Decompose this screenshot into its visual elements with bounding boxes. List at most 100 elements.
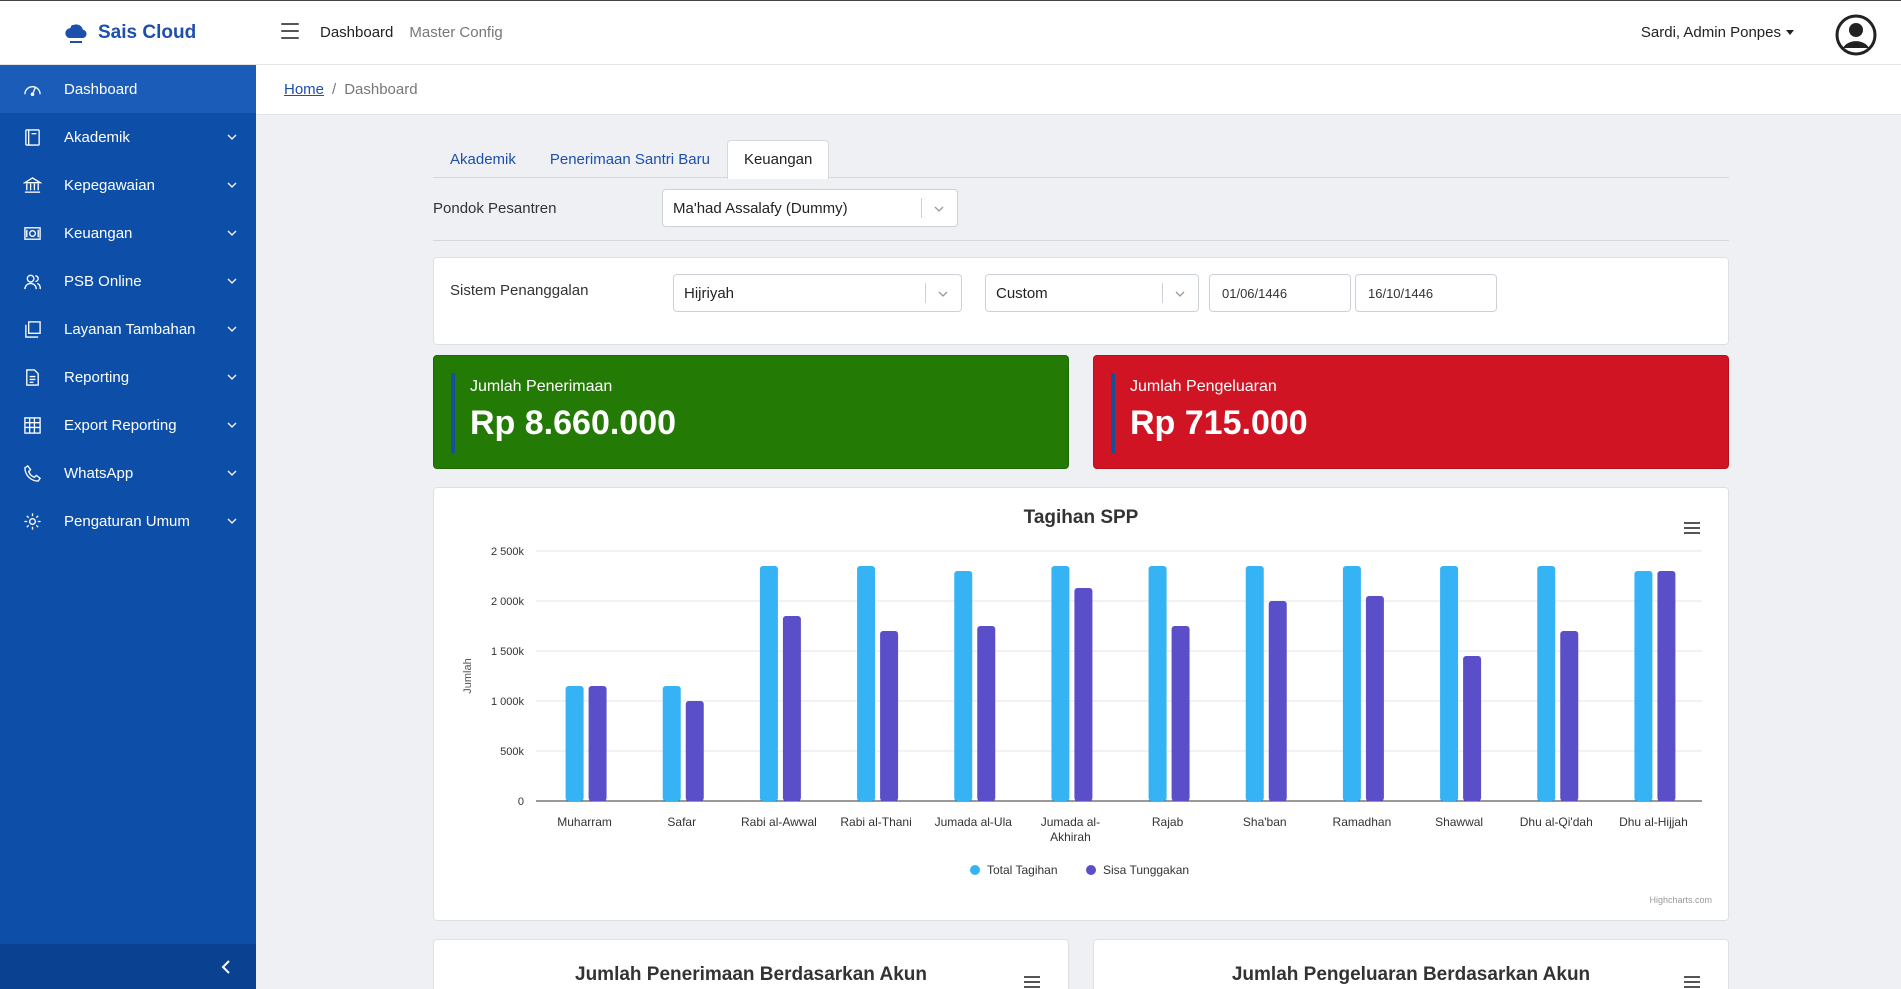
sidebar-item-akademik[interactable]: Akademik <box>0 113 256 161</box>
sidebar-item-keuangan[interactable]: Keuangan <box>0 209 256 257</box>
chart-menu-icon[interactable] <box>1684 976 1700 988</box>
chart-credits: Highcharts.com <box>1649 895 1712 905</box>
date-to-input[interactable]: 16/10/1446 <box>1355 274 1497 312</box>
bar-total-tagihan <box>662 686 681 801</box>
date-range-value: Custom <box>996 284 1048 302</box>
bar-sisa-tunggakan <box>1268 601 1287 801</box>
breadcrumb-home-link[interactable]: Home <box>284 81 325 98</box>
sidebar-item-dashboard[interactable]: Dashboard <box>0 65 256 113</box>
breadcrumb-separator: / <box>332 81 337 98</box>
chart-menu-icon[interactable] <box>1024 976 1040 988</box>
bar-sisa-tunggakan <box>685 701 704 801</box>
date-from-input[interactable]: 01/06/1446 <box>1209 274 1351 312</box>
sidebar-item-pengaturan-umum[interactable]: Pengaturan Umum <box>0 497 256 545</box>
stat-accent-bar <box>451 373 455 453</box>
x-tick-label: Rabi al-Awwal <box>741 815 817 829</box>
date-range-select[interactable]: Custom <box>985 274 1199 312</box>
bar-sisa-tunggakan <box>977 626 996 801</box>
user-name: Sardi, Admin Ponpes <box>1640 24 1781 41</box>
y-axis-title: Jumlah <box>462 658 474 693</box>
x-tick-label: Jumada al-Ula <box>935 815 1013 829</box>
tab-akademik[interactable]: Akademik <box>450 151 516 168</box>
sidebar-item-psb-online[interactable]: PSB Online <box>0 257 256 305</box>
chevron-down-icon <box>227 134 237 140</box>
dashboard-tabs: Akademik Penerimaan Santri Baru Keuangan <box>433 140 1729 179</box>
top-bar: Sais Cloud Dashboard Master Config Sardi… <box>0 0 1901 65</box>
legend-item: Sisa Tunggakan <box>1103 863 1189 877</box>
caret-down-icon <box>1786 30 1794 35</box>
bar-total-tagihan <box>1537 566 1556 801</box>
sidebar-item-label: PSB Online <box>64 272 142 290</box>
chevron-down-icon <box>938 291 948 297</box>
sidebar-item-label: Export Reporting <box>64 416 177 434</box>
sidebar-item-kepegawaian[interactable]: Kepegawaian <box>0 161 256 209</box>
copy-icon <box>22 319 42 339</box>
chevron-down-icon <box>1175 291 1185 297</box>
pondok-label: Pondok Pesantren <box>433 199 557 217</box>
bar-total-tagihan <box>1148 566 1167 801</box>
x-tick-label: Shawwal <box>1435 815 1483 829</box>
legend-marker <box>1086 865 1096 875</box>
income-value: Rp 8.660.000 <box>470 404 677 442</box>
brand[interactable]: Sais Cloud <box>62 19 196 47</box>
chart-menu-icon[interactable] <box>1684 522 1700 534</box>
bar-total-tagihan <box>954 571 973 801</box>
x-tick-label: Sha'ban <box>1243 815 1287 829</box>
sidebar-item-reporting[interactable]: Reporting <box>0 353 256 401</box>
sidebar-item-label: Keuangan <box>64 224 133 242</box>
y-tick-label: 500k <box>500 746 524 758</box>
expense-stat-card: Jumlah Pengeluaran Rp 715.000 <box>1093 355 1729 469</box>
brand-name: Sais Cloud <box>98 22 197 43</box>
users-icon <box>22 271 42 291</box>
breadcrumb-current: Dashboard <box>344 81 418 98</box>
breadcrumb: Home / Dashboard <box>256 65 1901 115</box>
y-tick-label: 2 000k <box>491 596 525 608</box>
tab-penerimaan-santri-baru[interactable]: Penerimaan Santri Baru <box>549 151 710 168</box>
sidebar-item-label: Dashboard <box>64 80 138 98</box>
sidebar-item-layanan-tambahan[interactable]: Layanan Tambahan <box>0 305 256 353</box>
chevron-down-icon <box>227 230 237 236</box>
book-icon <box>22 127 42 147</box>
tab-keuangan[interactable]: Keuangan <box>726 140 830 179</box>
y-tick-label: 1 500k <box>491 646 525 658</box>
speedometer-icon <box>22 79 42 99</box>
bar-total-tagihan <box>1342 566 1361 801</box>
bar-sisa-tunggakan <box>1074 588 1093 801</box>
calendar-system-select[interactable]: Hijriyah <box>673 274 962 312</box>
sidebar-item-label: Layanan Tambahan <box>64 320 196 338</box>
pondok-select[interactable]: Ma'had Assalafy (Dummy) <box>662 189 958 227</box>
bar-sisa-tunggakan <box>782 616 801 801</box>
chart-title: Tagihan SPP <box>1024 507 1139 528</box>
chevron-down-icon <box>227 278 237 284</box>
sidebar-item-label: WhatsApp <box>64 464 134 482</box>
legend-marker <box>970 865 980 875</box>
gear-icon <box>22 511 42 531</box>
document-icon <box>22 367 42 387</box>
topnav-master-config[interactable]: Master Config <box>409 24 503 41</box>
sidebar-item-label: Kepegawaian <box>64 176 155 194</box>
income-stat-card: Jumlah Penerimaan Rp 8.660.000 <box>433 355 1069 469</box>
sidebar-item-label: Reporting <box>64 368 130 386</box>
sidebar-item-whatsapp[interactable]: WhatsApp <box>0 449 256 497</box>
chevron-down-icon <box>227 374 237 380</box>
user-menu[interactable]: Sardi, Admin Ponpes <box>1641 24 1794 41</box>
bar-sisa-tunggakan <box>1560 631 1579 801</box>
cash-icon <box>22 223 42 243</box>
x-tick-label: Dhu al-Qi'dah <box>1520 815 1593 829</box>
phone-icon <box>22 463 42 483</box>
y-tick-label: 0 <box>518 796 524 808</box>
bar-total-tagihan <box>1245 566 1264 801</box>
sidebar-collapse-button[interactable] <box>0 944 256 989</box>
menu-toggle-icon[interactable] <box>281 23 299 39</box>
table-icon <box>22 415 42 435</box>
bottom-row: Jumlah Penerimaan Berdasarkan Akun Jumla… <box>433 939 1729 989</box>
avatar-icon[interactable] <box>1835 14 1877 56</box>
sidebar-item-export-reporting[interactable]: Export Reporting <box>0 401 256 449</box>
x-tick-label: Muharram <box>557 815 612 829</box>
chevron-down-icon <box>227 470 237 476</box>
expense-by-account-title: Jumlah Pengeluaran Berdasarkan Akun <box>1231 964 1591 985</box>
y-tick-label: 1 000k <box>491 696 525 708</box>
topnav-dashboard[interactable]: Dashboard <box>320 24 394 41</box>
expense-value: Rp 715.000 <box>1130 404 1308 442</box>
y-tick-label: 2 500k <box>491 546 525 558</box>
